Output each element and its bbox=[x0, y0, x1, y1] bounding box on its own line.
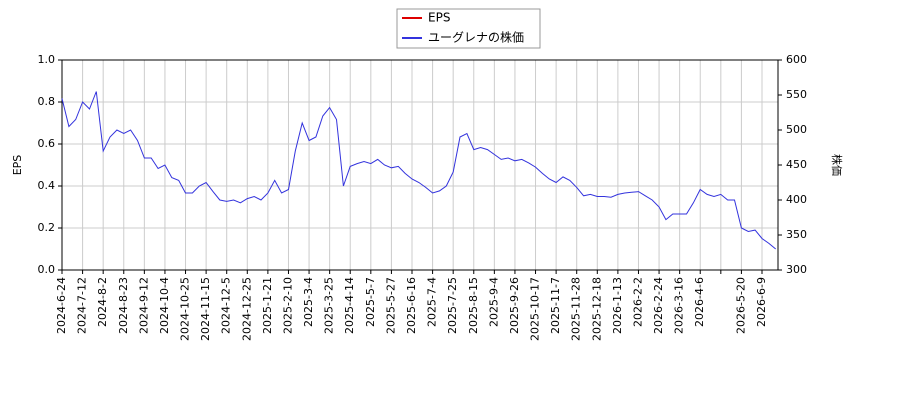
x-tick-label: 2024-10-25 bbox=[179, 277, 192, 341]
y-tick-label: 0.4 bbox=[38, 179, 56, 192]
x-tick-label: 2025-9-4 bbox=[487, 277, 500, 327]
x-tick-label: 2025-3-4 bbox=[302, 277, 315, 327]
x-tick-label: 2025-8-15 bbox=[467, 277, 480, 334]
x-tick-label: 2024-9-12 bbox=[137, 277, 150, 334]
x-tick-label: 2026-2-2 bbox=[631, 277, 644, 327]
x-tick-label: 2024-8-23 bbox=[117, 277, 130, 334]
plot-frame bbox=[61, 59, 779, 271]
x-tick-label: 2026-2-24 bbox=[652, 277, 665, 334]
y-tick-label: 1.0 bbox=[38, 53, 56, 66]
y-tick-label: 0.0 bbox=[38, 263, 56, 276]
x-tick-label: 2025-7-25 bbox=[446, 277, 459, 334]
y2-tick-label: 400 bbox=[786, 193, 807, 206]
y-tick-label: 0.2 bbox=[38, 221, 56, 234]
x-tick-label: 2026-5-20 bbox=[734, 277, 747, 334]
x-tick-label: 2024-12-25 bbox=[240, 277, 253, 341]
x-tick-label: 2025-4-14 bbox=[343, 277, 356, 334]
x-tick-label: 2025-1-21 bbox=[261, 277, 274, 334]
x-tick-label: 2024-7-12 bbox=[76, 277, 89, 334]
x-tick-label: 2026-4-6 bbox=[693, 277, 706, 327]
y-axis-label: EPS bbox=[11, 155, 24, 176]
x-tick-label: 2025-11-7 bbox=[549, 277, 562, 334]
x-tick-label: 2025-5-27 bbox=[384, 277, 397, 334]
x-tick-label: 2026-6-9 bbox=[755, 277, 768, 327]
x-tick-label: 2024-11-15 bbox=[199, 277, 212, 341]
x-tick-label: 2025-9-26 bbox=[508, 277, 521, 334]
x-tick-label: 2024-10-4 bbox=[158, 277, 171, 334]
x-tick-label: 2025-11-28 bbox=[570, 277, 583, 341]
x-tick-label: 2024-6-24 bbox=[55, 277, 68, 334]
y2-tick-label: 450 bbox=[786, 158, 807, 171]
y2-tick-label: 600 bbox=[786, 53, 807, 66]
x-tick-label: 2025-10-17 bbox=[529, 277, 542, 341]
x-tick-label: 2025-12-18 bbox=[590, 277, 603, 341]
legend-label: EPS bbox=[428, 11, 450, 25]
x-tick-label: 2025-3-25 bbox=[323, 277, 336, 334]
x-tick-label: 2025-7-4 bbox=[426, 277, 439, 327]
legend-box bbox=[396, 8, 541, 49]
x-tick-label: 2026-1-13 bbox=[611, 277, 624, 334]
y2-tick-label: 550 bbox=[786, 88, 807, 101]
y-tick-label: 0.6 bbox=[38, 137, 56, 150]
price-line bbox=[61, 91, 777, 250]
x-tick-label: 2025-6-16 bbox=[405, 277, 418, 334]
x-tick-label: 2026-3-16 bbox=[673, 277, 686, 334]
y2-tick-label: 300 bbox=[786, 263, 807, 276]
y2-axis-label: 株価 bbox=[830, 154, 844, 176]
y2-tick-label: 500 bbox=[786, 123, 807, 136]
x-tick-label: 2025-5-7 bbox=[364, 277, 377, 327]
y2-tick-label: 350 bbox=[786, 228, 807, 241]
x-tick-label: 2024-12-5 bbox=[220, 277, 233, 334]
y-tick-label: 0.8 bbox=[38, 95, 56, 108]
x-tick-label: 2025-2-10 bbox=[281, 277, 294, 334]
x-tick-label: 2024-8-2 bbox=[96, 277, 109, 327]
legend-label: ユーグレナの株価 bbox=[428, 30, 524, 45]
